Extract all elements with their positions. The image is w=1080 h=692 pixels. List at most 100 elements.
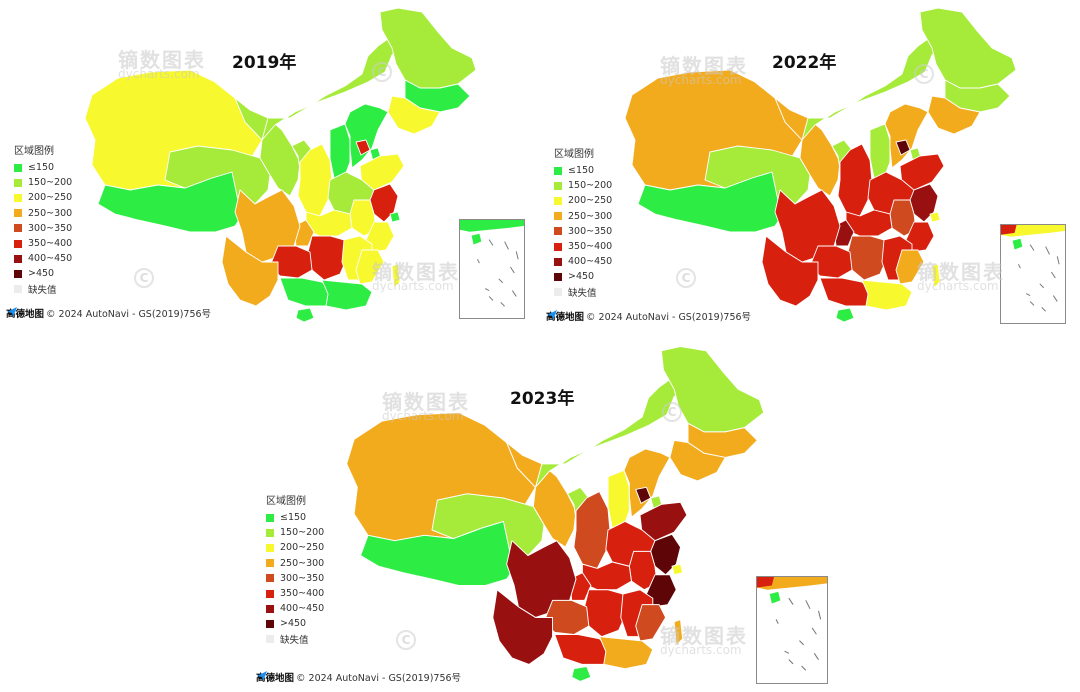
legend-label: 300~350 (280, 572, 325, 584)
map-attribution: 高德地图 © 2024 AutoNavi - GS(2019)756号 (6, 306, 211, 320)
legend-item: 200~250 (266, 540, 324, 555)
province-shanxi (607, 469, 630, 529)
legend-swatch (14, 269, 22, 278)
attribution-text: © 2024 AutoNavi - GS(2019)756号 (46, 309, 212, 320)
legend-swatch (554, 288, 562, 297)
inset-map (757, 577, 827, 671)
legend-swatch (554, 196, 562, 205)
legend-item: 200~250 (14, 190, 72, 205)
watermark-copyright-icon: C (396, 630, 416, 650)
map-title: 2019年 (232, 53, 297, 73)
legend-item: 250~300 (266, 556, 324, 571)
province-hebei (623, 448, 671, 518)
map-title: 2022年 (772, 53, 837, 73)
legend-item: 150~200 (14, 175, 72, 190)
attribution-brand: 高德地图 (256, 673, 295, 684)
legend-title: 区域图例 (266, 496, 306, 507)
legend-label: 350~400 (568, 241, 613, 253)
watermark-copyright-icon: C (662, 402, 682, 422)
legend-item: >450 (266, 616, 320, 631)
legend-label: 200~250 (568, 195, 613, 207)
legend-swatch (266, 589, 274, 598)
legend-label: ≤150 (568, 165, 595, 177)
province-taiwan (673, 619, 684, 646)
legend-label: >450 (280, 618, 307, 630)
south-china-sea-inset (459, 219, 525, 319)
legend-swatch (266, 513, 274, 522)
watermark-copyright-icon: C (676, 268, 696, 288)
watermark-copyright-icon: C (372, 62, 392, 82)
amap-logo-icon (257, 671, 267, 681)
legend-item: 缺失值 (266, 632, 320, 647)
legend-label: 250~300 (28, 207, 73, 219)
legend-label: 300~350 (568, 225, 613, 237)
legend-swatch (554, 227, 562, 236)
legend-swatch (554, 181, 562, 190)
province-gansu (214, 81, 301, 197)
map-attribution: 高德地图 © 2024 AutoNavi - GS(2019)756号 (546, 309, 751, 323)
legend-item: >450 (14, 266, 68, 281)
province-taiwan (931, 263, 941, 289)
province-shanxi (869, 123, 891, 179)
map-panel-2022: 2022年 区域图例 ≤150 150~200 200~250 250~300 300~3… (540, 0, 1080, 330)
province-liaoning (927, 95, 981, 135)
legend-label: 缺失值 (28, 285, 57, 297)
legend-item: 150~200 (554, 178, 612, 193)
legend-swatch (14, 209, 22, 218)
province-yunnan (492, 589, 554, 665)
amap-logo-icon (547, 310, 557, 320)
legend-label: 400~450 (280, 603, 325, 615)
legend-item: 300~350 (14, 221, 72, 236)
legend-item: 350~400 (554, 239, 612, 254)
province-shaanxi (837, 143, 873, 217)
legend-swatch (266, 543, 274, 552)
legend-label: 200~250 (280, 542, 325, 554)
province-hainan (835, 307, 855, 323)
legend-label: 350~400 (28, 238, 73, 250)
legend-swatch (266, 635, 274, 644)
province-taiwan (391, 263, 401, 289)
province-hainan (295, 307, 315, 323)
province-gansu (754, 81, 841, 197)
legend-label: 400~450 (28, 253, 73, 265)
province-fujian (635, 604, 667, 642)
legend-swatch (14, 193, 22, 202)
legend-swatch (266, 619, 274, 628)
legend-swatch (14, 163, 22, 172)
legend-item: 350~400 (14, 236, 72, 251)
amap-logo-icon (7, 307, 17, 317)
legend-label: 250~300 (568, 210, 613, 222)
legend-item: >450 (554, 269, 608, 284)
legend-item: 400~450 (14, 251, 72, 266)
legend-item: 200~250 (554, 193, 612, 208)
legend-item: 150~200 (266, 525, 324, 540)
province-hebei (884, 103, 929, 169)
province-fujian (355, 249, 385, 285)
map-panel-2023: 2023年 区域图例 ≤150 150~200 200~250 250~300 300~3… (254, 338, 834, 690)
map-panel-2019: 2019年 区域图例 ≤150 150~200 200~250 250~300 300~3… (0, 0, 540, 330)
legend-item: ≤150 (14, 160, 68, 175)
legend-label: 200~250 (28, 192, 73, 204)
legend-label: >450 (568, 271, 595, 283)
province-hebei (344, 103, 389, 169)
china-choropleth-map (624, 7, 1017, 323)
legend-swatch (266, 528, 274, 537)
province-hainan (571, 666, 592, 682)
watermark-copyright-icon: C (914, 64, 934, 84)
province-shanghai (929, 211, 941, 223)
legend-title: 区域图例 (554, 149, 594, 160)
map-legend: 区域图例 ≤150 150~200 200~250 250~300 300~350 350~… (260, 488, 324, 651)
province-guangdong (598, 636, 654, 670)
attribution-brand: 高德地图 (546, 312, 585, 323)
province-shaanxi (297, 143, 333, 217)
south-china-sea-inset (756, 576, 828, 684)
legend-swatch (14, 285, 22, 294)
province-yunnan (221, 235, 279, 307)
province-yunnan (761, 235, 819, 307)
inset-map (1001, 225, 1065, 312)
legend-label: 150~200 (28, 177, 73, 189)
legend-swatch (266, 604, 274, 613)
legend-item: 缺失值 (554, 285, 608, 300)
legend-label: 缺失值 (568, 288, 597, 300)
legend-swatch (554, 257, 562, 266)
